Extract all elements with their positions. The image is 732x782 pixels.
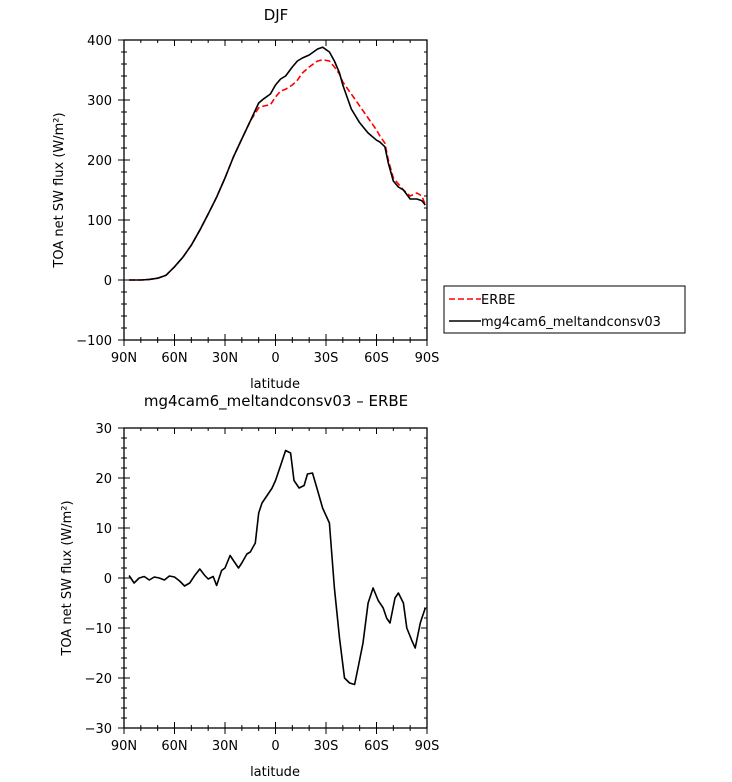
bottom-x-axis-title: latitude bbox=[250, 765, 300, 780]
panel-bottom-difference: mg4cam6_meltandconsv03 – ERBE 90N 60N 30N 0… bbox=[60, 392, 439, 780]
panel-top-flux: DJF 90N 60N 30N 0 30S 60S 90S −100 0 100 200 300 400… bbox=[52, 6, 439, 392]
top-x-axis-title: latitude bbox=[250, 377, 300, 392]
bottom-xtick-label: 90S bbox=[415, 739, 440, 754]
top-xtick-label: 30S bbox=[314, 351, 339, 366]
top-xtick-label: 90S bbox=[415, 351, 440, 366]
bottom-axis-ticks: 90N 60N 30N 0 30S 60S 90S −30 −20 −10 0 10 20 30 bbox=[85, 422, 440, 754]
bottom-xtick-label: 60S bbox=[364, 739, 389, 754]
top-ytick-label: 300 bbox=[87, 94, 112, 109]
bottom-xtick-label: 30S bbox=[314, 739, 339, 754]
bottom-xtick-label: 60N bbox=[161, 739, 187, 754]
bottom-plot-frame bbox=[123, 427, 428, 729]
bottom-ytick-label: 20 bbox=[95, 472, 112, 487]
legend-erbe-label: ERBE bbox=[481, 293, 515, 308]
bottom-ytick-label: −10 bbox=[85, 622, 112, 637]
legend-box bbox=[443, 285, 686, 334]
bottom-ytick-label: 0 bbox=[104, 572, 112, 587]
top-ytick-label: 0 bbox=[104, 274, 112, 289]
top-xtick-label: 0 bbox=[271, 351, 279, 366]
bottom-ytick-label: −20 bbox=[85, 672, 112, 687]
legend: ERBE mg4cam6_meltandconsv03 bbox=[443, 285, 686, 334]
top-axis-ticks: 90N 60N 30N 0 30S 60S 90S −100 0 100 200 300 400 bbox=[76, 34, 439, 366]
top-xtick-label: 90N bbox=[111, 351, 137, 366]
top-plot-frame bbox=[123, 39, 428, 341]
legend-model-label: mg4cam6_meltandconsv03 bbox=[481, 315, 661, 330]
bottom-series-line-difference bbox=[128, 449, 427, 686]
bottom-ytick-label: −30 bbox=[85, 722, 112, 737]
top-ytick-label: −100 bbox=[76, 334, 112, 349]
top-series-line-erbe bbox=[129, 58, 427, 281]
top-plot-title: DJF bbox=[264, 6, 289, 24]
bottom-xtick-label: 90N bbox=[111, 739, 137, 754]
top-xtick-label: 60N bbox=[161, 351, 187, 366]
bottom-ytick-label: 30 bbox=[95, 422, 112, 437]
bottom-series-layer bbox=[128, 449, 427, 686]
top-ytick-label: 200 bbox=[87, 154, 112, 169]
top-ytick-label: 400 bbox=[87, 34, 112, 49]
bottom-ytick-label: 10 bbox=[95, 522, 112, 537]
bottom-xtick-label: 30N bbox=[212, 739, 238, 754]
top-ytick-label: 100 bbox=[87, 214, 112, 229]
bottom-plot-title: mg4cam6_meltandconsv03 – ERBE bbox=[144, 392, 408, 411]
top-series-layer bbox=[129, 46, 427, 281]
bottom-xtick-label: 0 bbox=[271, 739, 279, 754]
top-xtick-label: 60S bbox=[364, 351, 389, 366]
top-series-line-mg4cam6-meltandconsv03 bbox=[129, 46, 426, 281]
top-xtick-label: 30N bbox=[212, 351, 238, 366]
bottom-y-axis-title: TOA net SW flux (W/m²) bbox=[60, 500, 75, 656]
top-y-axis-title: TOA net SW flux (W/m²) bbox=[52, 112, 67, 268]
